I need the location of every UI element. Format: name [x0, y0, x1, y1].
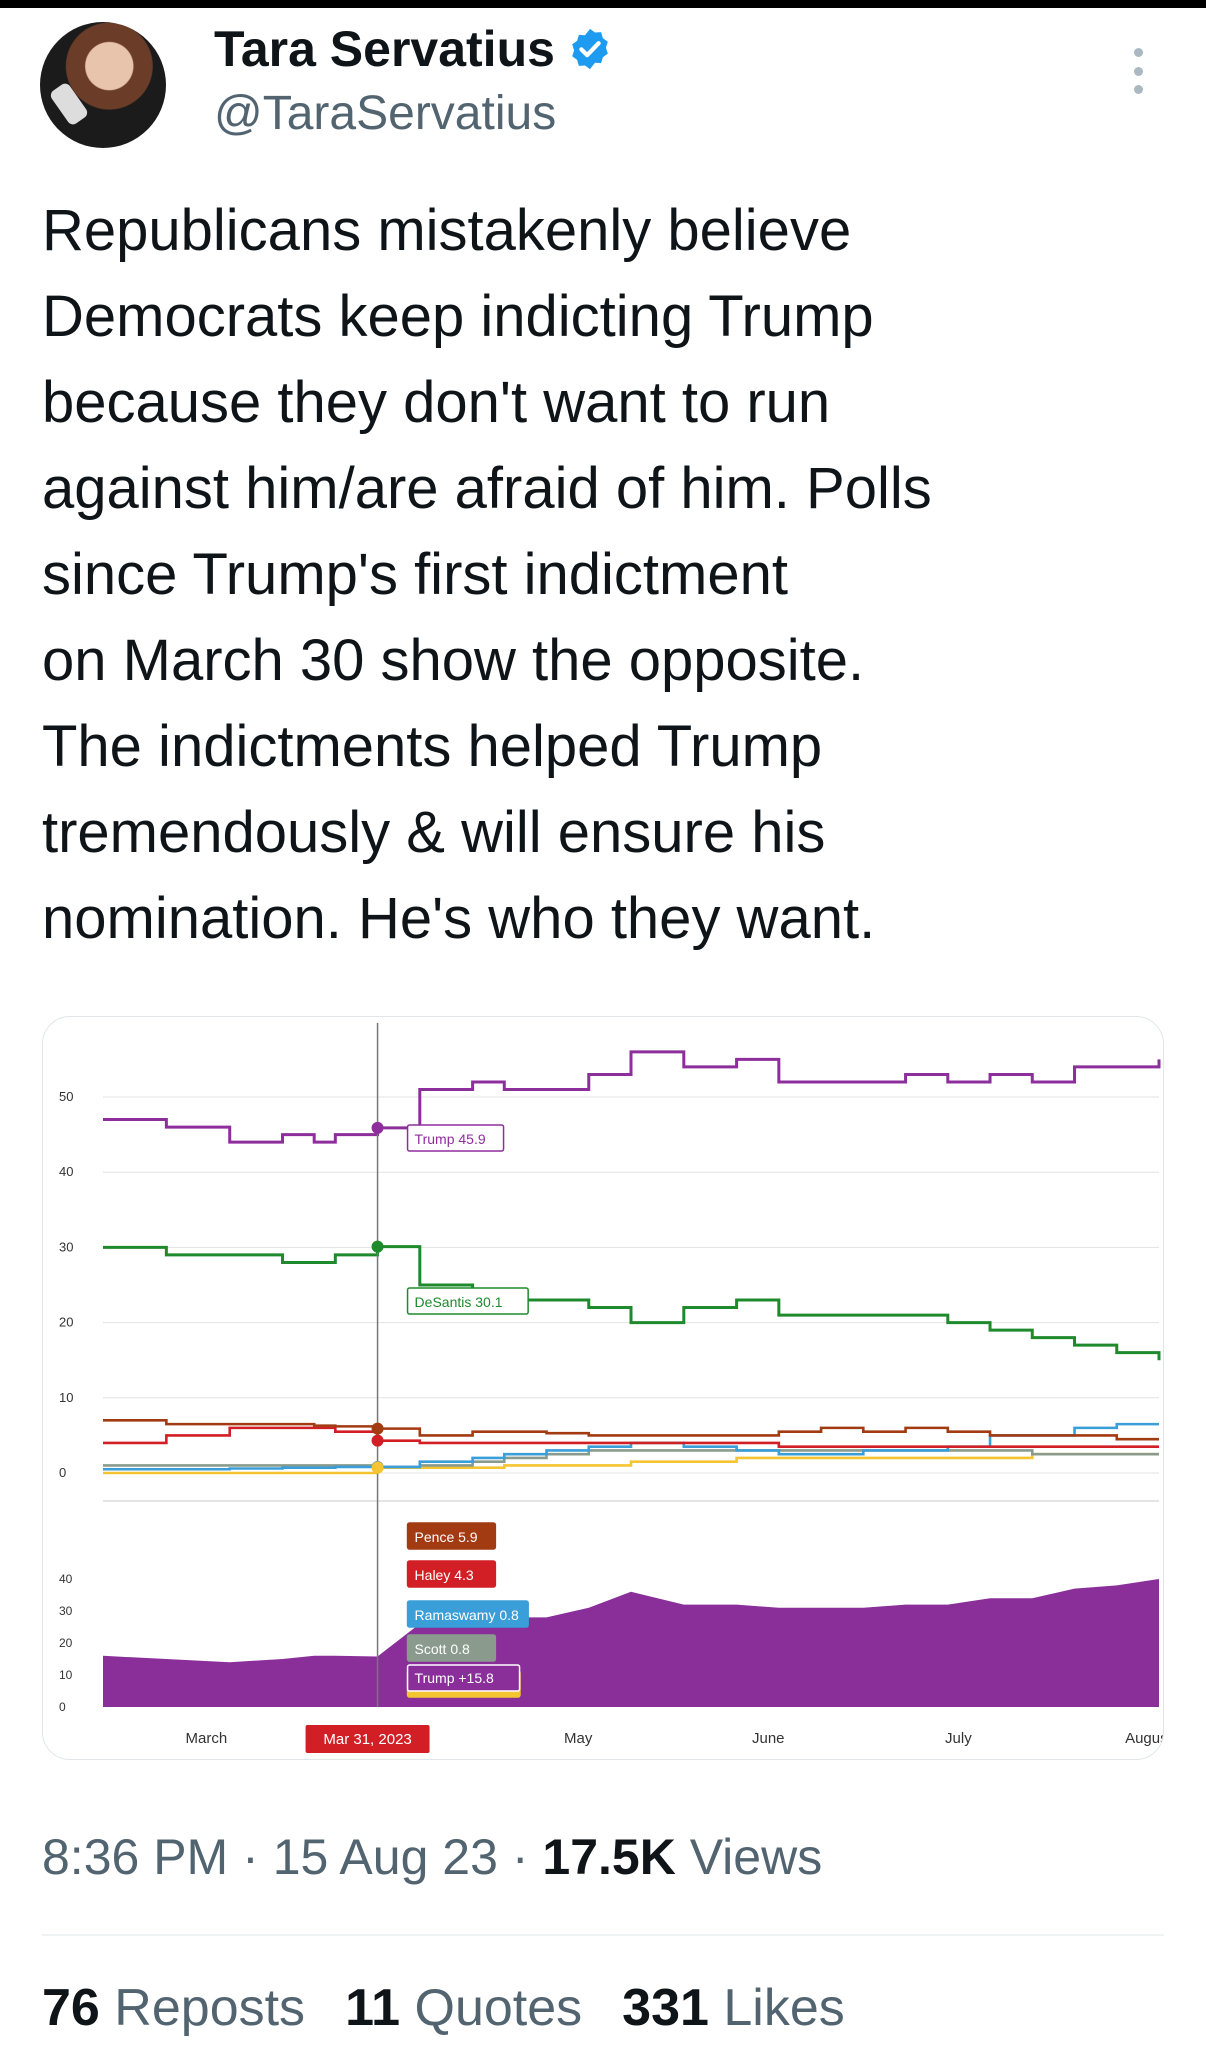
views-count: 17.5K: [542, 1829, 676, 1885]
tweet-meta: 8:36 PM · 15 Aug 23 · 17.5K Views: [42, 1828, 822, 1886]
spread-y-tick-label: 40: [59, 1572, 73, 1586]
top-border: [0, 0, 1206, 8]
author-row: Tara Servatius: [214, 20, 613, 78]
series-tag-trump: Trump 45.9: [415, 1131, 486, 1147]
spread-y-tick-label: 30: [59, 1604, 73, 1618]
tweet-time[interactable]: 8:36 PM: [42, 1829, 229, 1885]
spread-y-tick-label: 10: [59, 1668, 73, 1682]
data-point-trump: [371, 1121, 384, 1134]
poll-chart: 50403020100403020100Christie 0.7Scott 0.…: [59, 1023, 1164, 1753]
y-tick-label: 50: [59, 1089, 73, 1104]
quotes-label: Quotes: [414, 1979, 583, 2037]
spread-y-tick-label: 20: [59, 1636, 73, 1650]
series-line-scott: [103, 1449, 1159, 1469]
reposts-stat[interactable]: 76 Reposts: [42, 1978, 305, 2038]
tweet-date[interactable]: 15 Aug 23: [272, 1829, 498, 1885]
series-tag-box-desantis: [406, 1287, 529, 1315]
series-tag-haley: Haley 4.3: [415, 1567, 474, 1583]
series-tag-box-pence: [406, 1522, 497, 1550]
series-tag-box-scott: [406, 1634, 497, 1662]
microphone-icon: [48, 81, 90, 127]
x-axis-label: July: [945, 1730, 972, 1747]
chart-image[interactable]: 50403020100403020100Christie 0.7Scott 0.…: [42, 1016, 1164, 1760]
likes-stat[interactable]: 331 Likes: [622, 1978, 845, 2038]
verified-badge-icon: [572, 28, 608, 70]
x-axis-label: June: [752, 1730, 785, 1747]
series-tag-pence: Pence 5.9: [415, 1529, 478, 1545]
reposts-label: Reposts: [114, 1979, 306, 2037]
x-highlight-label: Mar 31, 2023: [323, 1731, 411, 1748]
dot: [1133, 48, 1143, 57]
series-line-christie: [103, 1452, 1159, 1475]
meta-separator: ·: [511, 1829, 529, 1885]
series-tag-desantis: DeSantis 30.1: [415, 1294, 503, 1310]
series-tag-box-trump: [406, 1124, 505, 1152]
series-line-trump: [103, 1050, 1161, 1144]
author-name[interactable]: Tara Servatius: [214, 21, 555, 77]
engagement-stats: 76 Reposts 11 Quotes 331 Likes: [42, 1978, 845, 2038]
verified-check: [579, 41, 601, 58]
data-point-desantis: [371, 1240, 384, 1253]
series-line-desantis: [103, 1245, 1161, 1361]
author-handle[interactable]: @TaraServatius: [214, 87, 557, 140]
quotes-stat[interactable]: 11 Quotes: [345, 1978, 582, 2038]
series-line-pence: [103, 1419, 1159, 1441]
y-tick-label: 20: [59, 1315, 73, 1330]
x-highlight-box: [305, 1725, 430, 1753]
data-point-pence: [371, 1422, 384, 1435]
series-line-ramaswamy: [103, 1422, 1159, 1471]
spread-y-tick-label: 0: [59, 1700, 66, 1714]
likes-label: Likes: [723, 1979, 845, 2037]
quotes-count: 11: [345, 1979, 401, 2037]
spread-tag-box: [406, 1664, 521, 1692]
spread-tag: Trump +15.8: [415, 1670, 494, 1686]
x-axis-label: May: [564, 1730, 593, 1747]
divider: [42, 1934, 1164, 1936]
x-axis-label: August: [1125, 1730, 1164, 1747]
verified-badge-shape: [572, 28, 608, 70]
dot: [1133, 85, 1143, 94]
likes-count: 331: [622, 1979, 709, 2037]
series-tag-scott: Scott 0.8: [415, 1641, 470, 1657]
avatar[interactable]: [40, 22, 166, 148]
tweet-text: Republicans mistakenly believe Democrats…: [42, 198, 932, 951]
data-point-haley: [371, 1434, 384, 1447]
reposts-count: 76: [42, 1979, 100, 2037]
data-point-christie: [371, 1461, 384, 1474]
y-tick-label: 10: [59, 1390, 73, 1405]
series-line-haley: [103, 1426, 1159, 1448]
series-tag-box-haley: [406, 1560, 497, 1588]
x-axis-label: March: [186, 1730, 228, 1747]
meta-separator: ·: [242, 1829, 259, 1885]
y-tick-label: 0: [59, 1465, 66, 1480]
y-tick-label: 40: [59, 1164, 73, 1179]
y-tick-label: 30: [59, 1239, 73, 1254]
series-tag-box-ramaswamy: [406, 1600, 529, 1628]
spread-area: [103, 1579, 1159, 1707]
views-label: Views: [689, 1829, 823, 1885]
more-options-icon[interactable]: [1126, 48, 1150, 94]
series-tag-ramaswamy: Ramaswamy 0.8: [415, 1607, 519, 1623]
dot: [1133, 66, 1143, 76]
